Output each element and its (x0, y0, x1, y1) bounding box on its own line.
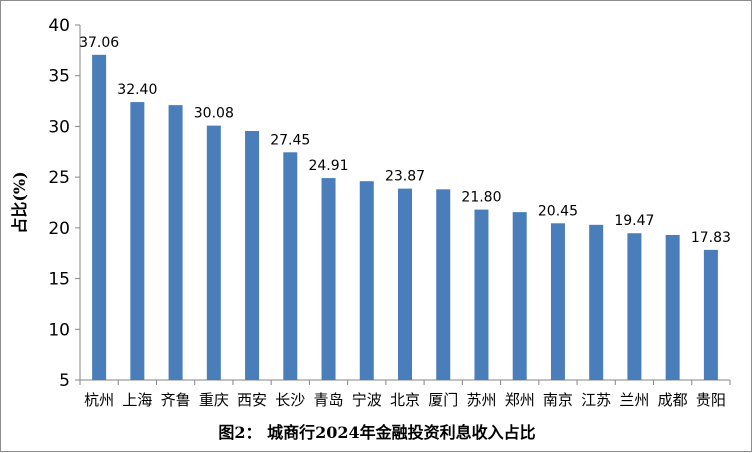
bar-厦门 (436, 189, 451, 380)
data-label: 20.45 (538, 203, 578, 219)
y-tick-label: 30 (48, 117, 70, 137)
data-label: 32.40 (117, 82, 157, 98)
data-label: 30.08 (194, 106, 234, 122)
bar-杭州 (92, 54, 107, 380)
bar-兰州 (627, 233, 642, 380)
category-label: 青岛 (314, 391, 344, 409)
bar-郑州 (512, 212, 527, 380)
data-label: 37.06 (79, 35, 119, 51)
category-label: 齐鲁 (161, 391, 191, 409)
bar-上海 (130, 102, 145, 380)
category-label: 兰州 (619, 391, 649, 409)
y-tick-label: 25 (48, 168, 70, 188)
category-label: 贵阳 (696, 391, 726, 409)
category-label: 成都 (658, 391, 688, 409)
data-label: 24.91 (308, 158, 348, 174)
bar-北京 (398, 188, 412, 380)
data-label: 23.87 (385, 169, 425, 185)
bar-成都 (665, 234, 680, 380)
category-label: 宁波 (352, 391, 382, 409)
y-tick-label: 5 (59, 371, 70, 391)
category-label: 长沙 (275, 391, 305, 409)
y-tick-label: 10 (48, 320, 70, 340)
data-label: 21.80 (461, 190, 501, 206)
bar-长沙 (283, 152, 298, 380)
chart-title: 图2： 城商行2024年金融投资利息收入占比 (218, 423, 535, 442)
bar-齐鲁 (168, 105, 183, 380)
y-tick-label: 15 (48, 270, 70, 290)
bar-江苏 (589, 224, 604, 380)
y-axis-label: 占比(%) (10, 171, 29, 233)
data-label: 19.47 (614, 213, 654, 229)
category-label: 北京 (390, 391, 420, 409)
bar-西安 (245, 130, 260, 380)
bar-重庆 (206, 125, 221, 380)
bar-贵阳 (703, 249, 718, 380)
bar-宁波 (359, 181, 374, 380)
category-label: 郑州 (505, 391, 535, 409)
y-tick-label: 40 (48, 16, 70, 36)
category-label: 杭州 (84, 391, 114, 409)
y-tick-label: 35 (48, 67, 70, 87)
bar-苏州 (474, 209, 489, 380)
y-tick-label: 20 (48, 219, 70, 239)
category-label: 南京 (543, 391, 573, 409)
category-label: 重庆 (199, 391, 229, 409)
data-label: 17.83 (691, 230, 731, 246)
data-label: 27.45 (270, 132, 310, 148)
bar-青岛 (321, 178, 336, 380)
category-label: 西安 (237, 391, 267, 409)
category-label: 上海 (122, 391, 152, 409)
category-label: 苏州 (466, 391, 496, 409)
category-label: 厦门 (428, 391, 458, 409)
bar-南京 (550, 223, 565, 380)
category-label: 江苏 (581, 391, 611, 409)
